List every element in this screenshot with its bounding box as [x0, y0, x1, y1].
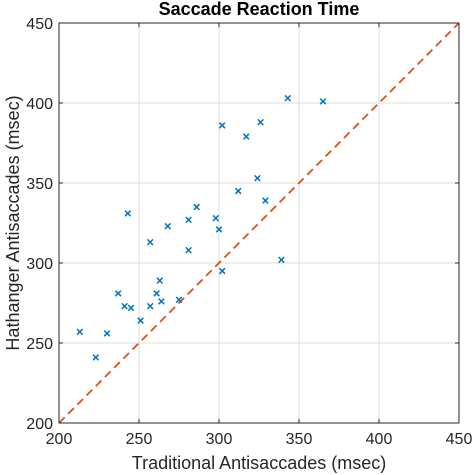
data-point-marker: [175, 296, 183, 304]
x-tick-label: 400: [366, 431, 393, 448]
data-point-marker: [218, 122, 226, 129]
x-tick-label: 450: [446, 431, 473, 448]
data-point-marker: [146, 238, 154, 246]
data-point-marker: [114, 290, 122, 297]
x-tick-label: 350: [286, 431, 313, 448]
x-tick-label: 300: [206, 431, 233, 448]
y-tick-label: 300: [26, 256, 53, 273]
data-point-marker: [185, 246, 192, 254]
data-point-marker: [76, 328, 84, 336]
x-tick-label: 250: [126, 431, 153, 448]
data-point-marker: [242, 133, 250, 140]
data-point-marker: [164, 222, 172, 230]
data-point-marker: [193, 203, 200, 211]
data-point-marker: [146, 302, 154, 310]
data-point-marker: [234, 187, 242, 195]
x-tick-label: 200: [46, 431, 73, 448]
data-point-marker: [212, 214, 220, 222]
data-point-marker: [153, 290, 160, 297]
data-point-marker: [284, 94, 292, 102]
x-axis-title: Traditional Antisaccades (msec): [132, 453, 386, 473]
data-point-marker: [185, 216, 192, 224]
data-point-marker: [158, 298, 165, 305]
plot-area-frame: [58, 22, 460, 424]
data-point-marker: [92, 354, 100, 361]
x-axis-ticks: 200 250 300 350 400 450: [46, 23, 473, 448]
data-point-marker: [215, 226, 223, 233]
data-point-marker: [254, 174, 261, 182]
data-point-marker: [103, 330, 111, 337]
y-tick-label: 400: [26, 96, 53, 113]
data-point-marker: [121, 302, 128, 310]
y-axis-ticks: 200 250 300 350 400 450: [26, 16, 459, 433]
y-axis-title: Hathanger Antisaccades (msec): [3, 95, 23, 350]
data-points: [76, 94, 327, 361]
data-point-marker: [218, 267, 226, 275]
y-tick-label: 350: [26, 176, 53, 193]
identity-reference-line: [58, 22, 460, 424]
data-point-marker: [127, 304, 135, 312]
data-point-marker: [262, 197, 269, 204]
data-point-marker: [156, 277, 164, 284]
y-tick-label: 250: [26, 336, 53, 353]
y-tick-label: 200: [26, 416, 53, 433]
y-tick-label: 450: [26, 16, 53, 33]
chart-title: Saccade Reaction Time: [159, 0, 360, 19]
data-point-marker: [278, 256, 285, 264]
data-point-marker: [257, 118, 264, 126]
data-point-marker: [137, 317, 144, 324]
data-point-marker: [124, 210, 132, 217]
data-point-marker: [319, 98, 327, 105]
